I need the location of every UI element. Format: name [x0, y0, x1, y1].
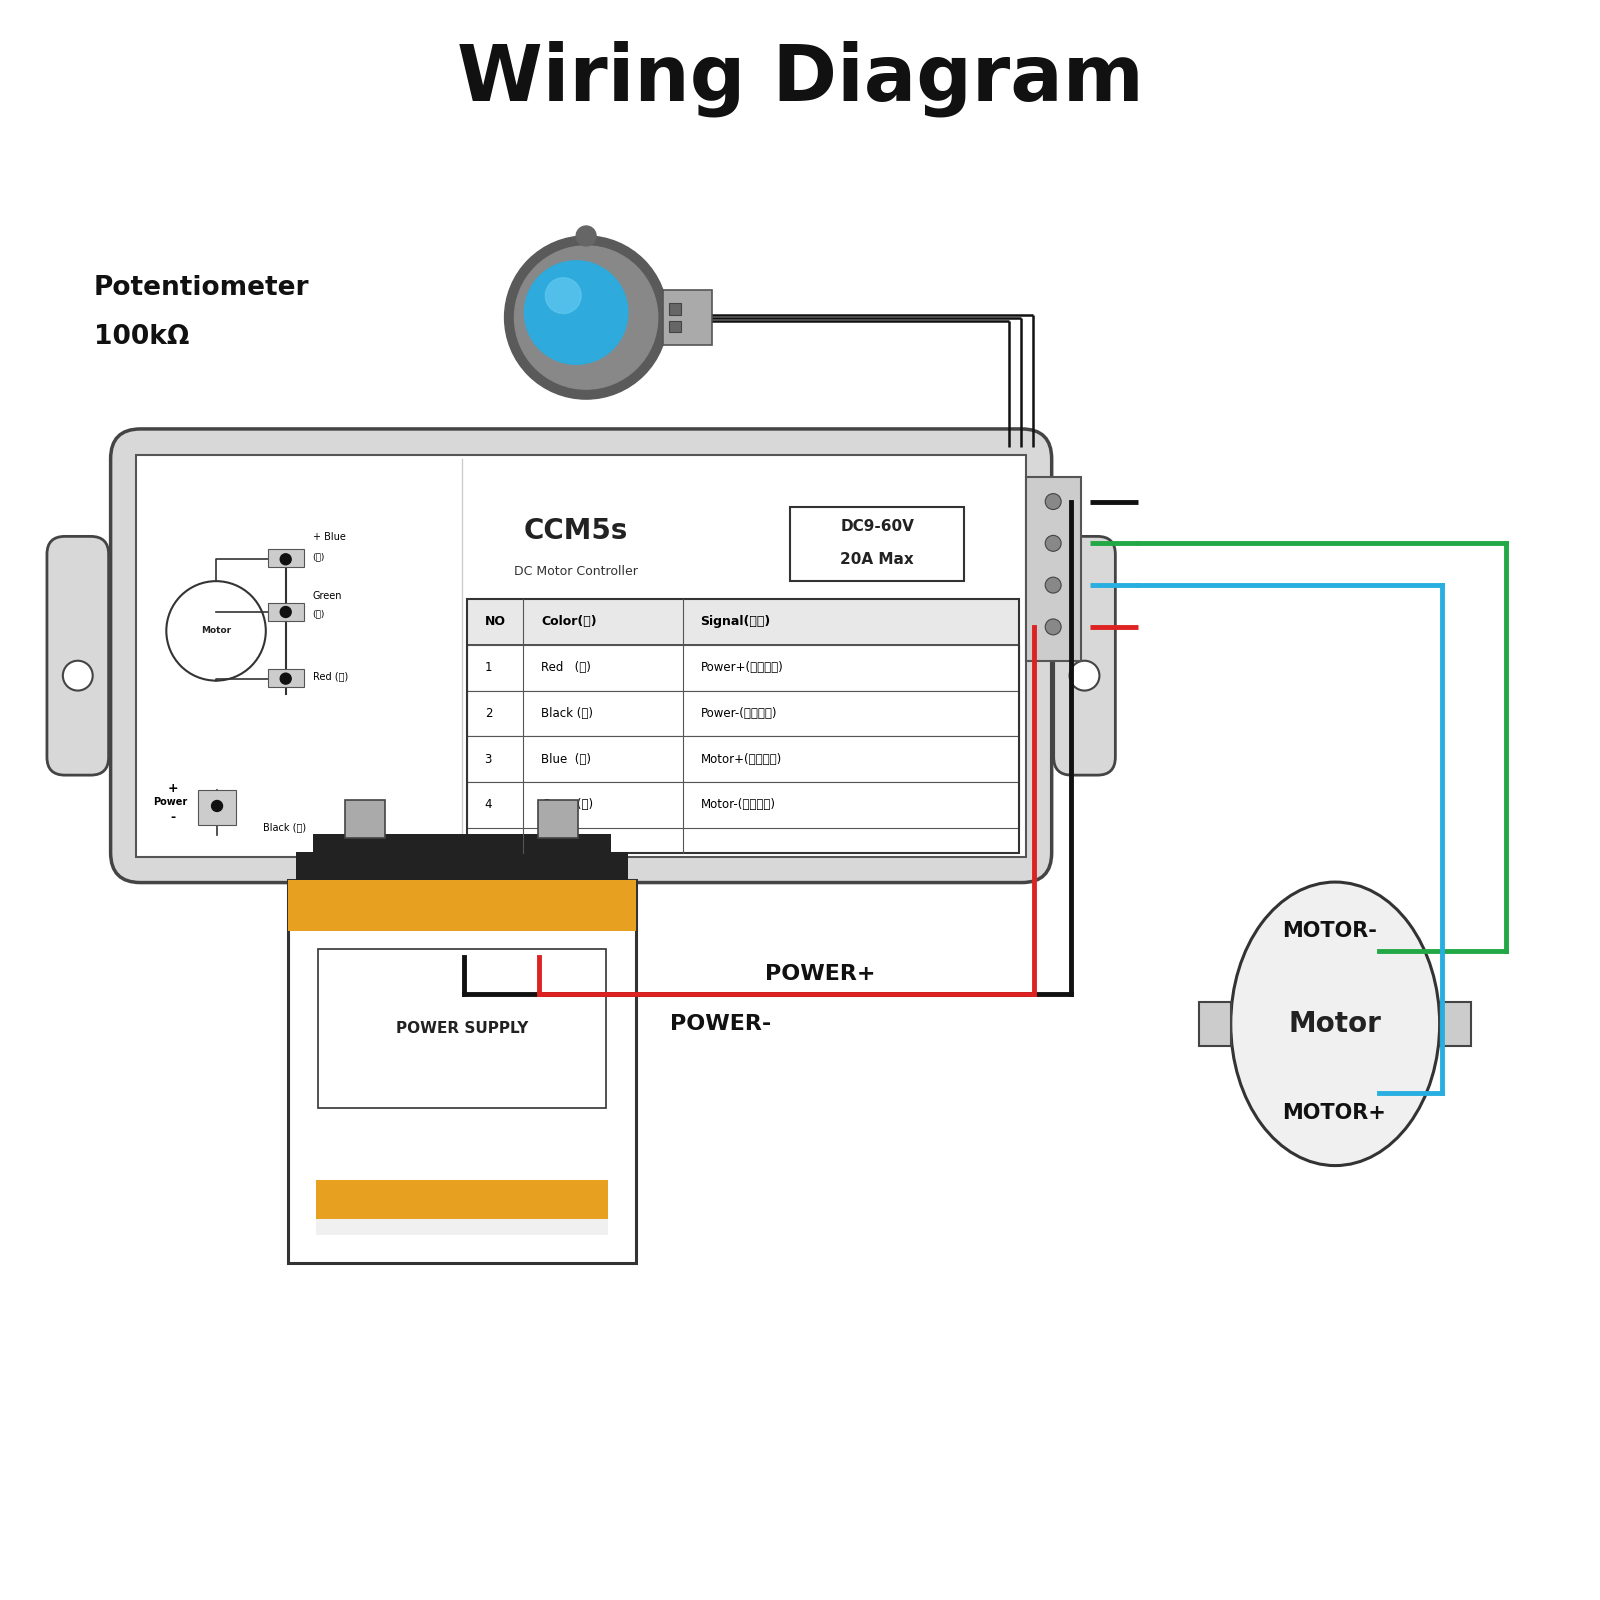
Text: Blue  (蓝): Blue (蓝)	[541, 752, 592, 766]
Bar	[136, 454, 1026, 856]
Circle shape	[525, 261, 627, 365]
Bar	[317, 949, 606, 1109]
Bar	[1198, 1002, 1230, 1046]
Bar	[315, 1181, 608, 1235]
Text: Black (黑): Black (黑)	[541, 707, 594, 720]
Text: Motor: Motor	[202, 626, 230, 635]
Text: MOTOR+: MOTOR+	[1283, 1104, 1386, 1123]
FancyBboxPatch shape	[46, 536, 109, 774]
Bar	[1440, 1002, 1472, 1046]
FancyBboxPatch shape	[1054, 536, 1115, 774]
Text: 1: 1	[485, 661, 493, 674]
Bar	[669, 320, 680, 333]
Bar	[467, 782, 1019, 827]
Text: 3: 3	[485, 752, 493, 766]
Text: 2: 2	[485, 707, 493, 720]
Bar	[312, 834, 611, 856]
Text: -: -	[171, 811, 176, 824]
Circle shape	[576, 226, 597, 246]
Bar	[662, 290, 712, 346]
Text: + Blue: + Blue	[312, 533, 346, 542]
Text: DC Motor Controller: DC Motor Controller	[514, 565, 638, 578]
Bar	[790, 507, 965, 581]
Text: Power+(电源正极): Power+(电源正极)	[701, 661, 784, 674]
Text: Green(绿): Green(绿)	[541, 798, 594, 811]
Bar	[198, 790, 235, 826]
Circle shape	[1045, 494, 1061, 509]
Text: Wiring Diagram: Wiring Diagram	[456, 40, 1144, 117]
Circle shape	[280, 674, 291, 685]
Text: Red (红): Red (红)	[312, 672, 347, 682]
Bar	[267, 549, 304, 568]
Text: Red   (红): Red (红)	[541, 661, 592, 674]
Text: POWER SUPPLY: POWER SUPPLY	[395, 1021, 528, 1037]
Text: 20A Max: 20A Max	[840, 552, 914, 566]
Text: +: +	[168, 781, 179, 795]
Circle shape	[1045, 536, 1061, 552]
Text: MOTOR-: MOTOR-	[1283, 922, 1378, 941]
Text: Motor: Motor	[1288, 1010, 1382, 1038]
Ellipse shape	[1230, 882, 1440, 1165]
Text: Motor+(电机正极): Motor+(电机正极)	[701, 752, 782, 766]
Bar	[467, 691, 1019, 736]
Text: Signal(信号): Signal(信号)	[701, 616, 771, 629]
Bar	[267, 603, 304, 621]
Circle shape	[280, 606, 291, 618]
Bar	[315, 1219, 608, 1235]
Circle shape	[1045, 619, 1061, 635]
Circle shape	[504, 235, 667, 398]
Circle shape	[1069, 661, 1099, 691]
Circle shape	[211, 800, 222, 811]
Circle shape	[546, 278, 581, 314]
Bar	[669, 302, 680, 315]
Circle shape	[166, 581, 266, 680]
Bar	[467, 598, 1019, 645]
Text: Motor-(电机负极): Motor-(电机负极)	[701, 798, 776, 811]
Text: (绿): (绿)	[312, 610, 325, 619]
Bar	[288, 880, 635, 931]
Bar	[267, 669, 304, 686]
Text: DC9-60V: DC9-60V	[840, 518, 914, 534]
Bar	[1026, 477, 1080, 661]
Circle shape	[1045, 578, 1061, 594]
Text: Green: Green	[312, 590, 342, 602]
Circle shape	[280, 554, 291, 565]
Text: Potentiometer: Potentiometer	[94, 275, 309, 301]
Text: 100kΩ: 100kΩ	[94, 325, 189, 350]
Bar	[467, 736, 1019, 782]
Bar	[288, 880, 635, 1262]
Text: NO: NO	[485, 616, 506, 629]
Text: Power: Power	[154, 797, 187, 806]
Bar	[467, 645, 1019, 691]
Text: 4: 4	[485, 798, 493, 811]
Circle shape	[515, 246, 658, 389]
Text: POWER+: POWER+	[765, 965, 875, 984]
Text: Power-(电源负极): Power-(电源负极)	[701, 707, 778, 720]
Bar	[296, 851, 627, 880]
Bar	[467, 598, 1019, 853]
Text: Color(色): Color(色)	[541, 616, 597, 629]
Text: POWER-: POWER-	[670, 1014, 771, 1034]
Circle shape	[62, 661, 93, 691]
Text: Black (黑): Black (黑)	[262, 822, 306, 832]
FancyBboxPatch shape	[110, 429, 1051, 883]
Text: CCM5s: CCM5s	[523, 517, 629, 546]
Text: (蓝): (蓝)	[312, 552, 325, 562]
Bar	[538, 800, 578, 838]
Bar	[346, 800, 386, 838]
